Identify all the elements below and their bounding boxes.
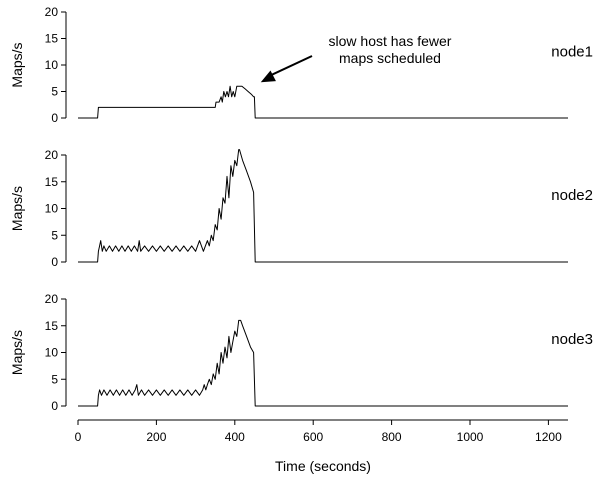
y-tick-label: 0 xyxy=(51,255,58,269)
panel-node2: 0 5 10 15 20 Maps/s node2 xyxy=(9,148,593,269)
y-tick-label: 0 xyxy=(51,399,58,413)
y-tick-label: 10 xyxy=(45,202,59,216)
panel-node3: 0 5 10 15 20 Maps/s node3 xyxy=(9,292,593,413)
y-tick-label: 15 xyxy=(45,175,59,189)
x-tick-label: 400 xyxy=(225,430,245,444)
y-tick-label: 5 xyxy=(51,85,58,99)
y-tick-label: 15 xyxy=(45,32,59,46)
y-tick-label: 5 xyxy=(51,372,58,386)
x-tick-label: 600 xyxy=(303,430,323,444)
x-axis-title: Time (seconds) xyxy=(275,458,371,474)
series-label-node2: node2 xyxy=(551,187,593,204)
x-tick-label: 200 xyxy=(146,430,166,444)
y-tick-label: 20 xyxy=(45,148,59,162)
series-line-node3 xyxy=(78,319,568,407)
y-tick-label: 5 xyxy=(51,228,58,242)
y-tick-label: 10 xyxy=(45,346,59,360)
y-axis-title: Maps/s xyxy=(9,330,25,375)
x-axis: 0 200 400 600 800 1000 1200 xyxy=(75,419,568,444)
series-line-node2 xyxy=(78,149,568,263)
y-axis-title: Maps/s xyxy=(9,186,25,231)
series-label-node1: node1 xyxy=(551,44,593,61)
annotation-arrow-shaft xyxy=(268,55,313,78)
x-tick-label: 800 xyxy=(382,430,402,444)
annotation-text: slow host has fewer xyxy=(329,33,452,49)
y-tick-label: 20 xyxy=(45,5,59,19)
annotation-arrow-head xyxy=(260,70,276,83)
series-label-node3: node3 xyxy=(551,331,593,348)
y-axis-title: Maps/s xyxy=(9,42,25,87)
y-tick-label: 0 xyxy=(51,111,58,125)
annotation-text: maps scheduled xyxy=(339,50,441,66)
y-tick-label: 20 xyxy=(45,292,59,306)
y-tick-label: 15 xyxy=(45,319,59,333)
series-line-node1 xyxy=(78,85,568,119)
x-tick-label: 1200 xyxy=(535,430,562,444)
chart-panels: 0 5 10 15 20 Maps/s node1 0 5 10 15 20 Maps/s node2 0 5… xyxy=(9,5,593,413)
y-tick-label: 10 xyxy=(45,58,59,72)
x-tick-label: 1000 xyxy=(457,430,484,444)
panel-node1: 0 5 10 15 20 Maps/s node1 xyxy=(9,5,593,125)
x-tick-label: 0 xyxy=(75,430,82,444)
